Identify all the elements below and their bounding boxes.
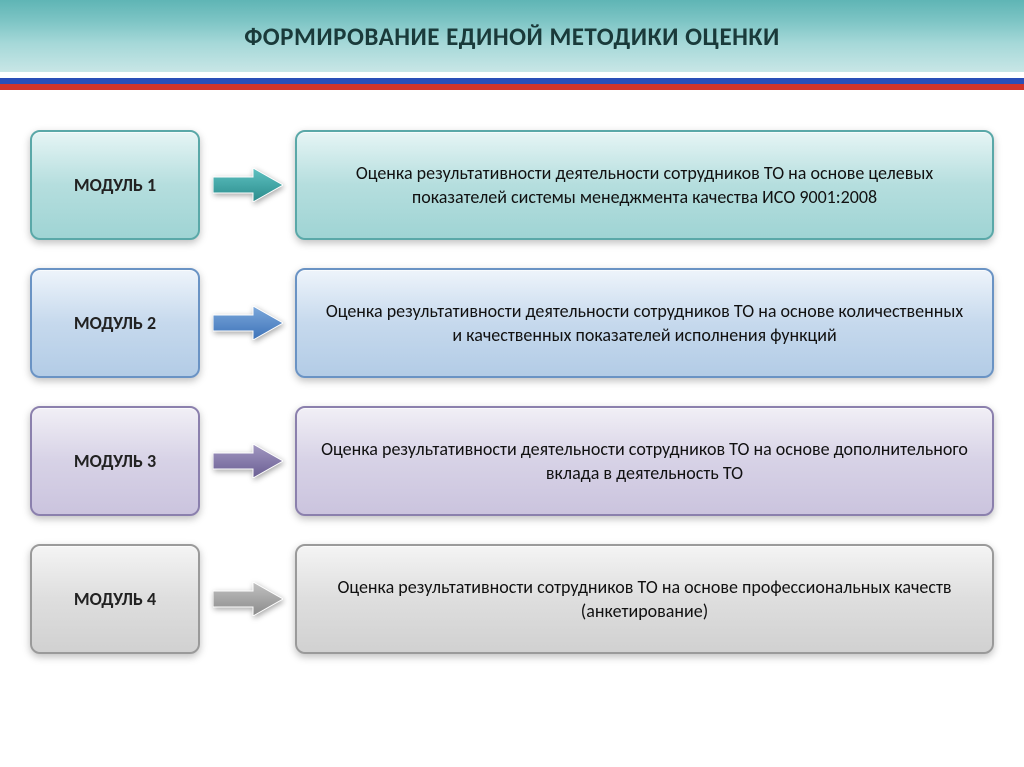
module-row: МОДУЛЬ 1 Оценка результативности деятель…: [30, 130, 994, 240]
arrow-right-icon: [213, 168, 283, 202]
arrow-wrap: [200, 544, 295, 654]
module-description-box: Оценка результативности деятельности сот…: [295, 406, 994, 516]
module-label: МОДУЛЬ 2: [74, 312, 156, 334]
header-band: ФОРМИРОВАНИЕ ЕДИНОЙ МЕТОДИКИ ОЦЕНКИ: [0, 0, 1024, 72]
flag-stripes: [0, 72, 1024, 90]
module-label-box: МОДУЛЬ 1: [30, 130, 200, 240]
arrow-wrap: [200, 268, 295, 378]
arrow-right-icon: [213, 306, 283, 340]
module-row: МОДУЛЬ 2 Оценка результативности деятель…: [30, 268, 994, 378]
arrow-wrap: [200, 130, 295, 240]
module-description-box: Оценка результативности деятельности сот…: [295, 130, 994, 240]
arrow-right-icon: [213, 582, 283, 616]
arrow-wrap: [200, 406, 295, 516]
module-label: МОДУЛЬ 1: [74, 174, 156, 196]
module-label: МОДУЛЬ 4: [74, 588, 156, 610]
module-description: Оценка результативности деятельности сот…: [319, 161, 970, 210]
module-description-box: Оценка результативности сотрудников ТО н…: [295, 544, 994, 654]
module-description-box: Оценка результативности деятельности сот…: [295, 268, 994, 378]
content-area: МОДУЛЬ 1 Оценка результативности деятель…: [0, 90, 1024, 702]
arrow-right-icon: [213, 444, 283, 478]
module-label-box: МОДУЛЬ 3: [30, 406, 200, 516]
page-title: ФОРМИРОВАНИЕ ЕДИНОЙ МЕТОДИКИ ОЦЕНКИ: [244, 21, 780, 52]
module-description: Оценка результативности деятельности сот…: [319, 299, 970, 348]
module-description: Оценка результативности деятельности сот…: [319, 437, 970, 486]
module-label-box: МОДУЛЬ 4: [30, 544, 200, 654]
module-label-box: МОДУЛЬ 2: [30, 268, 200, 378]
module-label: МОДУЛЬ 3: [74, 450, 156, 472]
module-row: МОДУЛЬ 3 Оценка результативности деятель…: [30, 406, 994, 516]
module-row: МОДУЛЬ 4 Оценка результативности сотрудн…: [30, 544, 994, 654]
module-description: Оценка результативности сотрудников ТО н…: [319, 575, 970, 624]
